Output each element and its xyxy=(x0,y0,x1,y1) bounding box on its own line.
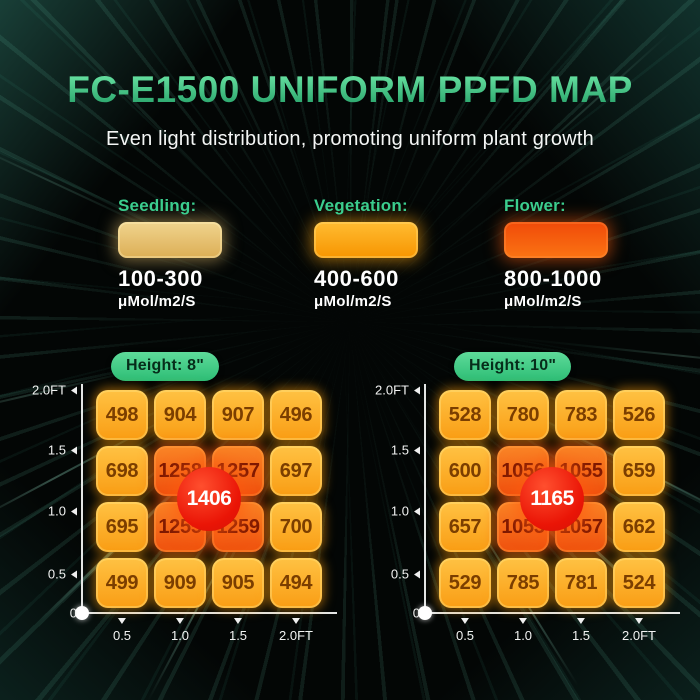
legend-item-flower: Flower: 800-1000 μMol/m2/S xyxy=(504,196,634,310)
y-axis-tick: 2.0FT xyxy=(32,383,77,398)
ppfd-cell: 526 xyxy=(613,390,665,440)
x-axis-tick: 1.0 xyxy=(171,618,189,643)
left-arrow-icon xyxy=(414,446,420,454)
height-label-pill: Height: 10" xyxy=(454,352,572,381)
ppfd-cell: 498 xyxy=(96,390,148,440)
ppfd-cell: 494 xyxy=(270,558,322,608)
x-axis-tick: 1.0 xyxy=(514,618,532,643)
ppfd-range: 400-600 xyxy=(314,266,399,291)
ppfd-cell: 785 xyxy=(497,558,549,608)
left-arrow-icon xyxy=(71,507,77,515)
y-axis-tick: 0.5 xyxy=(33,567,77,582)
down-arrow-icon xyxy=(576,618,585,624)
left-arrow-icon xyxy=(71,386,77,394)
y-axis-tick: 0.5 xyxy=(376,567,420,582)
x-axis xyxy=(81,612,337,614)
x-axis-tick: 1.5 xyxy=(229,618,247,643)
ppfd-cell: 529 xyxy=(439,558,491,608)
ppfd-chart-height-10: Height: 10" 2.0FT 1.5 1.0 0.5 0 528 780 … xyxy=(375,346,696,676)
ppfd-cell: 781 xyxy=(555,558,607,608)
ppfd-chart-height-8: Height: 8" 2.0FT 1.5 1.0 0.5 0 498 904 9… xyxy=(32,346,353,676)
down-arrow-icon xyxy=(635,618,643,624)
ppfd-range: 800-1000 xyxy=(504,266,602,291)
legend-label: Vegetation: xyxy=(314,196,408,215)
left-arrow-icon xyxy=(414,386,420,394)
left-arrow-icon xyxy=(414,507,420,515)
y-axis xyxy=(424,384,426,614)
x-axis-tick: 0.5 xyxy=(113,618,131,643)
ppfd-grid: 528 780 783 526 600 1056 1055 659 657 10… xyxy=(439,390,665,608)
origin-dot xyxy=(75,606,89,620)
ppfd-unit: μMol/m2/S xyxy=(314,293,392,310)
ppfd-cell: 905 xyxy=(212,558,264,608)
y-axis-tick: 2.0FT xyxy=(375,383,420,398)
ppfd-unit: μMol/m2/S xyxy=(504,293,582,310)
flower-color-swatch xyxy=(504,222,608,258)
legend-label: Seedling: xyxy=(118,196,197,215)
down-arrow-icon xyxy=(233,618,242,624)
left-arrow-icon xyxy=(71,446,77,454)
y-axis-tick: 0 xyxy=(69,605,77,621)
down-arrow-icon xyxy=(117,618,126,624)
down-arrow-icon xyxy=(460,618,469,624)
ppfd-cell: 528 xyxy=(439,390,491,440)
ppfd-cell: 659 xyxy=(613,446,665,496)
left-arrow-icon xyxy=(71,570,77,578)
x-axis-tick: 1.5 xyxy=(572,618,590,643)
ppfd-cell: 499 xyxy=(96,558,148,608)
page-title: FC-E1500 UNIFORM PPFD MAP xyxy=(0,71,700,108)
x-axis xyxy=(424,612,680,614)
y-axis xyxy=(81,384,83,614)
y-axis-tick: 1.5 xyxy=(33,443,77,458)
legend-item-vegetation: Vegetation: 400-600 μMol/m2/S xyxy=(314,196,444,310)
ppfd-unit: μMol/m2/S xyxy=(118,293,196,310)
ppfd-cell: 657 xyxy=(439,502,491,552)
ppfd-cell: 698 xyxy=(96,446,148,496)
ppfd-cell: 600 xyxy=(439,446,491,496)
seedling-color-swatch xyxy=(118,222,222,258)
origin-dot xyxy=(418,606,432,620)
legend-label: Flower: xyxy=(504,196,566,215)
y-axis-tick: 1.0 xyxy=(33,504,77,519)
x-axis-tick: 2.0FT xyxy=(279,618,313,643)
ppfd-cell: 907 xyxy=(212,390,264,440)
y-axis-tick: 0 xyxy=(412,605,420,621)
x-axis-tick: 0.5 xyxy=(456,618,474,643)
y-axis-tick: 1.0 xyxy=(376,504,420,519)
ppfd-cell: 695 xyxy=(96,502,148,552)
vegetation-color-swatch xyxy=(314,222,418,258)
ppfd-cell: 904 xyxy=(154,390,206,440)
peak-ppfd-badge: 1165 xyxy=(520,467,584,531)
down-arrow-icon xyxy=(518,618,527,624)
page-subtitle: Even light distribution, promoting unifo… xyxy=(106,128,594,150)
down-arrow-icon xyxy=(292,618,300,624)
ppfd-cell: 780 xyxy=(497,390,549,440)
ppfd-cell: 700 xyxy=(270,502,322,552)
ppfd-cell: 496 xyxy=(270,390,322,440)
left-arrow-icon xyxy=(414,570,420,578)
height-label-pill: Height: 8" xyxy=(111,352,220,381)
legend-item-seedling: Seedling: 100-300 μMol/m2/S xyxy=(118,196,248,310)
ppfd-cell: 662 xyxy=(613,502,665,552)
ppfd-cell: 909 xyxy=(154,558,206,608)
ppfd-cell: 697 xyxy=(270,446,322,496)
peak-ppfd-badge: 1406 xyxy=(177,467,241,531)
ppfd-cell: 783 xyxy=(555,390,607,440)
x-axis-tick: 2.0FT xyxy=(622,618,656,643)
ppfd-range: 100-300 xyxy=(118,266,203,291)
y-axis-tick: 1.5 xyxy=(376,443,420,458)
ppfd-cell: 524 xyxy=(613,558,665,608)
down-arrow-icon xyxy=(175,618,184,624)
